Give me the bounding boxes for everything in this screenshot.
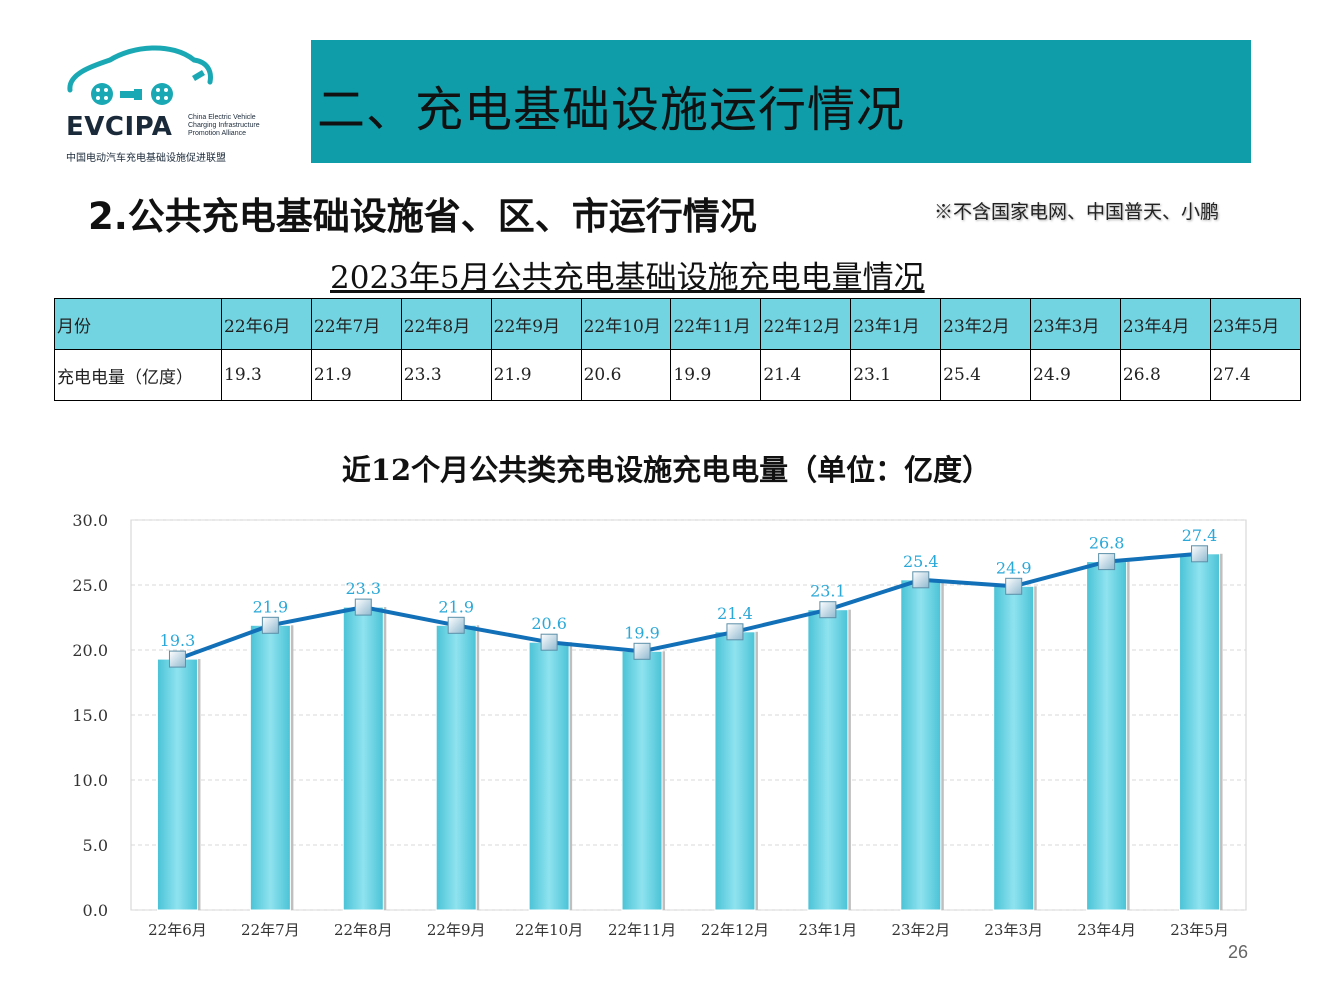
data-label: 23.3 — [345, 579, 381, 598]
row-label-cell: 充电电量（亿度） — [54, 349, 222, 401]
charging-volume-chart: 19.3 21.9 23.3 21.9 20.6 19.9 21.4 23.1 25.4 24.9… — [72, 511, 1247, 939]
bar — [993, 585, 1035, 911]
x-tick-label: 22年9月 — [427, 921, 486, 939]
y-tick-label: 5.0 — [83, 836, 108, 855]
line-marker — [354, 598, 372, 616]
y-tick-label: 0.0 — [83, 901, 108, 920]
value-cell: 26.8 — [1119, 349, 1211, 401]
value-cell: 20.6 — [580, 349, 672, 401]
value-cell: 24.9 — [1030, 349, 1121, 401]
month-header-cell: 22年8月 — [400, 298, 492, 350]
month-header-cell: 23年4月 — [1119, 298, 1211, 350]
bar — [807, 609, 849, 911]
data-label: 19.3 — [160, 631, 196, 650]
chart-title: 近12个月公共类充电设施充电电量（单位：亿度） — [341, 453, 992, 487]
x-tick-label: 23年4月 — [1077, 921, 1136, 939]
value-cell: 27.4 — [1209, 349, 1301, 401]
logo-english-name: China Electric Vehicle Charging Infrastr… — [188, 114, 260, 137]
line-marker — [540, 633, 558, 651]
table-header-row: 月份 22年6月 22年7月 22年8月 22年9月 22年10月 22年11月 22年12… — [54, 298, 1301, 350]
value-cell: 25.4 — [940, 349, 1032, 401]
x-tick-label: 23年2月 — [891, 921, 950, 939]
y-tick-label: 30.0 — [72, 511, 108, 530]
data-label: 23.1 — [810, 582, 846, 601]
data-label: 25.4 — [903, 552, 939, 571]
month-header-cell: 22年10月 — [580, 298, 672, 350]
logo-wordmark: EVCIPA — [66, 112, 173, 142]
data-label: 24.9 — [996, 558, 1032, 577]
value-cell: 21.9 — [310, 349, 402, 401]
y-tick-label: 10.0 — [72, 771, 108, 790]
x-tick-label: 22年8月 — [334, 921, 393, 939]
line-marker — [168, 650, 186, 668]
table-value-row: 充电电量（亿度） 19.3 21.9 23.3 21.9 20.6 19.9 21.4 23.… — [54, 349, 1301, 401]
month-header-cell: 22年7月 — [310, 298, 402, 350]
line-marker — [1005, 577, 1023, 595]
month-header-cell: 23年5月 — [1209, 298, 1301, 350]
value-cell: 21.9 — [490, 349, 582, 401]
month-header-cell: 23年2月 — [940, 298, 1032, 350]
exclusion-note: ※不含国家电网、中国普天、小鹏 — [934, 201, 1220, 223]
line-marker — [1191, 545, 1209, 563]
bar — [249, 624, 291, 911]
bar — [1086, 561, 1128, 911]
bar — [342, 606, 384, 911]
value-cell: 23.1 — [850, 349, 942, 401]
car-plug-logo-icon — [67, 45, 213, 105]
bar — [435, 624, 477, 911]
month-header-cell: 22年12月 — [760, 298, 852, 350]
data-label: 26.8 — [1089, 534, 1125, 553]
line-marker — [447, 616, 465, 634]
bar — [621, 650, 663, 911]
section-banner: 二、充电基础设施运行情况 — [311, 40, 1251, 163]
month-header-cell: 23年3月 — [1030, 298, 1121, 350]
x-tick-label: 22年11月 — [608, 921, 676, 939]
value-cell: 19.9 — [670, 349, 762, 401]
bar — [1179, 553, 1221, 911]
data-label: 27.4 — [1182, 526, 1218, 545]
x-tick-label: 22年6月 — [148, 921, 207, 939]
x-tick-label: 22年10月 — [515, 921, 583, 939]
page-number: 26 — [1228, 942, 1249, 962]
data-label: 21.4 — [717, 604, 753, 623]
series-line — [176, 551, 1200, 661]
x-tick-label: 22年7月 — [241, 921, 300, 939]
y-tick-label: 25.0 — [72, 576, 108, 595]
charging-volume-table: 月份 22年6月 22年7月 22年8月 22年9月 22年10月 22年11月 22年12… — [54, 298, 1301, 401]
data-label: 19.9 — [624, 623, 660, 642]
x-tick-label: 23年1月 — [799, 921, 858, 939]
table-title: 2023年5月公共充电基础设施充电电量情况 — [330, 260, 925, 296]
bar — [528, 641, 570, 911]
line-marker — [633, 642, 651, 660]
x-tick-label: 22年12月 — [701, 921, 769, 939]
line-marker — [1098, 553, 1116, 571]
month-header-cell: 22年6月 — [221, 298, 312, 350]
x-tick-label: 23年5月 — [1170, 921, 1229, 939]
section-title: 二、充电基础设施运行情况 — [317, 82, 906, 138]
line-marker — [261, 616, 279, 634]
bar — [156, 658, 198, 911]
bar — [714, 631, 756, 911]
header-label-cell: 月份 — [54, 298, 222, 350]
month-header-cell: 23年1月 — [850, 298, 942, 350]
value-cell: 23.3 — [400, 349, 492, 401]
y-tick-label: 15.0 — [72, 706, 108, 725]
subsection-title: 2.公共充电基础设施省、区、市运行情况 — [88, 195, 757, 238]
line-marker — [912, 571, 930, 589]
y-tick-label: 20.0 — [72, 641, 108, 660]
value-cell: 19.3 — [221, 349, 312, 401]
line-marker — [819, 601, 837, 619]
data-label: 20.6 — [531, 614, 567, 633]
data-label: 21.9 — [438, 597, 474, 616]
month-header-cell: 22年9月 — [490, 298, 582, 350]
logo-chinese-name: 中国电动汽车充电基础设施促进联盟 — [66, 153, 226, 164]
data-label: 21.9 — [253, 597, 289, 616]
value-cell: 21.4 — [760, 349, 852, 401]
month-header-cell: 22年11月 — [670, 298, 762, 350]
bar — [900, 579, 942, 911]
line-marker — [726, 623, 744, 641]
x-tick-label: 23年3月 — [984, 921, 1043, 939]
evcipa-logo — [62, 38, 272, 168]
